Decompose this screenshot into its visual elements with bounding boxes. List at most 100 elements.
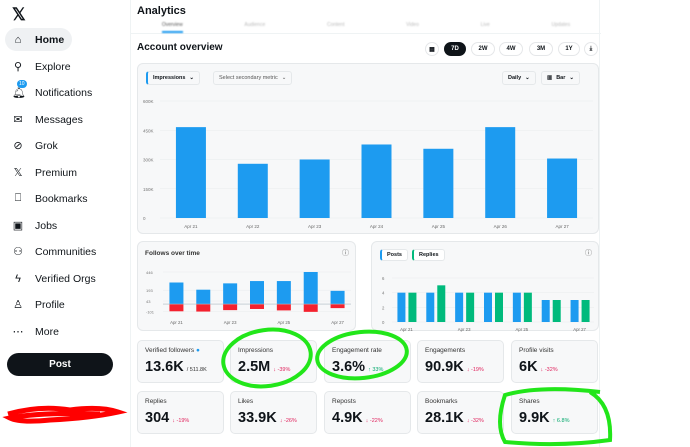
stat-change: ↑ 6.8% <box>552 418 570 424</box>
sidebar-item-label: Notifications <box>35 86 93 99</box>
sidebar-item-verified-orgs[interactable]: ϟ Verified Orgs <box>5 267 104 290</box>
y-tick-label: 43 <box>146 299 151 304</box>
posts-bar <box>484 292 492 322</box>
chevron-down-icon: ⌄ <box>189 75 195 81</box>
stat-card-reposts[interactable]: Reposts 4.9K ↓ -22% <box>324 391 411 434</box>
stat-value: 4.9K ↓ -22% <box>332 410 383 426</box>
stat-label: Replies <box>145 398 167 405</box>
chevron-down-icon: ⌄ <box>569 75 574 81</box>
info-icon[interactable]: ⓘ <box>342 250 349 257</box>
interval-label: Daily <box>508 75 522 81</box>
info-icon[interactable]: ⓘ <box>585 250 592 257</box>
sidebar-item-jobs[interactable]: ▣ Jobs <box>5 214 65 237</box>
stat-label: Engagement rate <box>332 347 382 354</box>
range-2w[interactable]: 2W <box>471 42 495 56</box>
stat-label: Reposts <box>332 398 356 405</box>
stat-card-replies[interactable]: Replies 304 ↓ -19% <box>137 391 224 434</box>
sidebar-item-notifications[interactable]: 🔔︎ 10 Notifications <box>5 80 100 104</box>
bar-apr-23 <box>299 159 330 218</box>
stat-card-engagements[interactable]: Engagements 90.9K ↓ -19% <box>417 340 504 383</box>
x-tick-label: Apr 27 <box>573 327 586 332</box>
stat-card-likes[interactable]: Likes 33.9K ↓ -26% <box>230 391 317 434</box>
chart-type-select[interactable]: ▥ Bar ⌄ <box>541 71 580 85</box>
sidebar-item-premium[interactable]: 𝕏 Premium <box>5 161 85 184</box>
posts-bar <box>541 300 550 322</box>
y-tick-label: -101 <box>146 309 155 314</box>
range-1y[interactable]: 1Y <box>558 42 580 56</box>
bar-apr-26 <box>485 127 516 218</box>
stat-card-impressions[interactable]: Impressions 2.5M ↓ -39% <box>230 340 317 383</box>
follows-bar-chart: 446 193 43 -101 Apr 21 Apr 23 Apr 25 Apr 27 <box>146 270 351 325</box>
posts-bar <box>570 300 579 322</box>
unfollows-bar <box>196 304 211 312</box>
range-4w[interactable]: 4W <box>499 42 523 56</box>
replies-bar <box>523 292 532 322</box>
sidebar-item-bookmarks[interactable]: ⎕ Bookmarks <box>5 187 96 210</box>
bar-apr-27 <box>547 158 578 218</box>
sidebar-item-explore[interactable]: ⚲ Explore <box>5 55 79 78</box>
stat-card-profile-visits[interactable]: Profile visits 6K ↓ -32% <box>511 340 598 383</box>
tab-content[interactable]: Content <box>326 22 345 28</box>
primary-metric-select[interactable]: Impressions ⌄ <box>146 71 201 85</box>
posts-bar <box>426 292 435 322</box>
legend-posts[interactable]: Posts <box>380 249 408 261</box>
secondary-metric-select[interactable]: Select secondary metric ⌄ <box>213 71 293 85</box>
range-3m[interactable]: 3M <box>529 42 553 56</box>
stat-card-verified-followers[interactable]: Verified followers ● 13.6K/ 511.8K <box>137 340 224 383</box>
calendar-icon[interactable]: ▦ <box>425 42 439 56</box>
posts-bar <box>512 292 521 322</box>
sidebar-item-home[interactable]: ⌂ Home <box>5 28 73 51</box>
sidebar-item-label: Premium <box>35 166 78 179</box>
posts-replies-bar-chart: 6 4 2 0 Apr 21 Apr 23 Apr 25 Apr 27 <box>382 276 594 332</box>
y-tick-label: 6 <box>382 276 385 281</box>
range-7d[interactable]: 7D <box>444 42 466 56</box>
sidebar-item-communities[interactable]: ⚇ Communities <box>5 240 104 263</box>
stat-label: Profile visits <box>519 347 554 354</box>
stat-card-bookmarks[interactable]: Bookmarks 28.1K ↓ -32% <box>417 391 504 434</box>
bar-apr-25 <box>423 148 454 218</box>
stat-value: 2.5M ↓ -39% <box>238 359 291 375</box>
sidebar-item-label: Jobs <box>35 219 58 232</box>
sidebar-item-more[interactable]: ⋯ More <box>5 320 67 343</box>
envelope-icon: ✉ <box>13 114 23 126</box>
sidebar-item-label: Messages <box>35 113 83 126</box>
chevron-down-icon: ⌄ <box>525 75 530 81</box>
stat-card-shares[interactable]: Shares 9.9K ↑ 6.8% <box>511 391 598 434</box>
stat-change: ↓ -32% <box>540 367 558 373</box>
tab-updates[interactable]: Updates <box>551 22 571 28</box>
interval-select[interactable]: Daily ⌄ <box>502 71 536 85</box>
unfollows-bar <box>330 304 345 309</box>
sidebar-item-profile[interactable]: ♙ Profile <box>5 293 73 316</box>
sidebar-item-grok[interactable]: ⊘ Grok <box>5 134 66 157</box>
tab-live[interactable]: Live <box>480 22 490 28</box>
stat-label: Verified followers ● <box>145 347 200 354</box>
tab-audience[interactable]: Audience <box>244 22 266 28</box>
tab-overview[interactable]: Overview <box>161 17 183 33</box>
x-tick-label: Apr 23 <box>308 224 322 229</box>
x-tick-label: Apr 25 <box>432 224 446 229</box>
person-icon: ♙ <box>13 299 23 311</box>
follows-bar <box>303 272 318 305</box>
stat-card-engagement-rate[interactable]: Engagement rate 3.6% ↑ 33% <box>324 340 411 383</box>
x-logo-icon[interactable]: 𝕏 <box>12 5 26 24</box>
follows-bar <box>330 290 345 305</box>
home-icon: ⌂ <box>14 33 22 46</box>
stat-change: ↓ -22% <box>365 418 383 424</box>
tab-video[interactable]: Video <box>406 22 419 28</box>
x-tick-label: Apr 25 <box>278 320 291 325</box>
lightning-icon: ϟ <box>15 272 21 285</box>
x-tick-label: Apr 21 <box>184 224 198 229</box>
post-button[interactable]: Post <box>7 353 113 376</box>
y-tick-label: 193 <box>146 288 153 293</box>
stat-change: ↓ -19% <box>172 418 190 424</box>
sidebar-item-messages[interactable]: ✉ Messages <box>5 108 91 131</box>
bar-apr-22 <box>237 163 268 218</box>
bar-apr-24 <box>361 144 392 218</box>
people-icon: ⚇ <box>13 246 23 258</box>
legend-replies[interactable]: Replies <box>412 249 445 261</box>
download-icon[interactable]: ⤓ <box>584 42 598 56</box>
stat-value: 28.1K ↓ -32% <box>425 410 484 426</box>
stat-label: Shares <box>519 398 540 405</box>
replies-bar <box>581 300 590 322</box>
sidebar-item-label: Verified Orgs <box>35 272 96 285</box>
